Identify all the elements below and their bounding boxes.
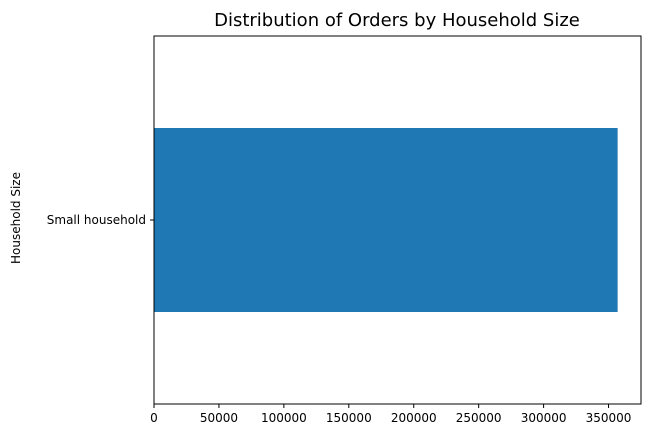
x-ticks-layer: 0 50000 100000 150000 200000 250000 300000 3500…	[150, 404, 631, 425]
y-tick-label: Small household	[47, 213, 146, 227]
x-tick-label: 350000	[586, 411, 632, 425]
x-tick-label: 300000	[521, 411, 567, 425]
y-axis-label: Household Size	[9, 172, 23, 264]
chart-title: Distribution of Orders by Household Size	[214, 10, 580, 31]
x-tick-label: 50000	[200, 411, 238, 425]
x-tick-label: 200000	[391, 411, 437, 425]
bar-small-household	[154, 128, 618, 312]
x-tick-label: 100000	[261, 411, 307, 425]
y-ticks-layer: Small household	[47, 213, 154, 227]
x-tick-label: 0	[150, 411, 158, 425]
x-tick-label: 150000	[326, 411, 372, 425]
plot-frame	[153, 35, 642, 405]
x-tick-label: 250000	[456, 411, 502, 425]
bars-layer	[154, 128, 618, 312]
